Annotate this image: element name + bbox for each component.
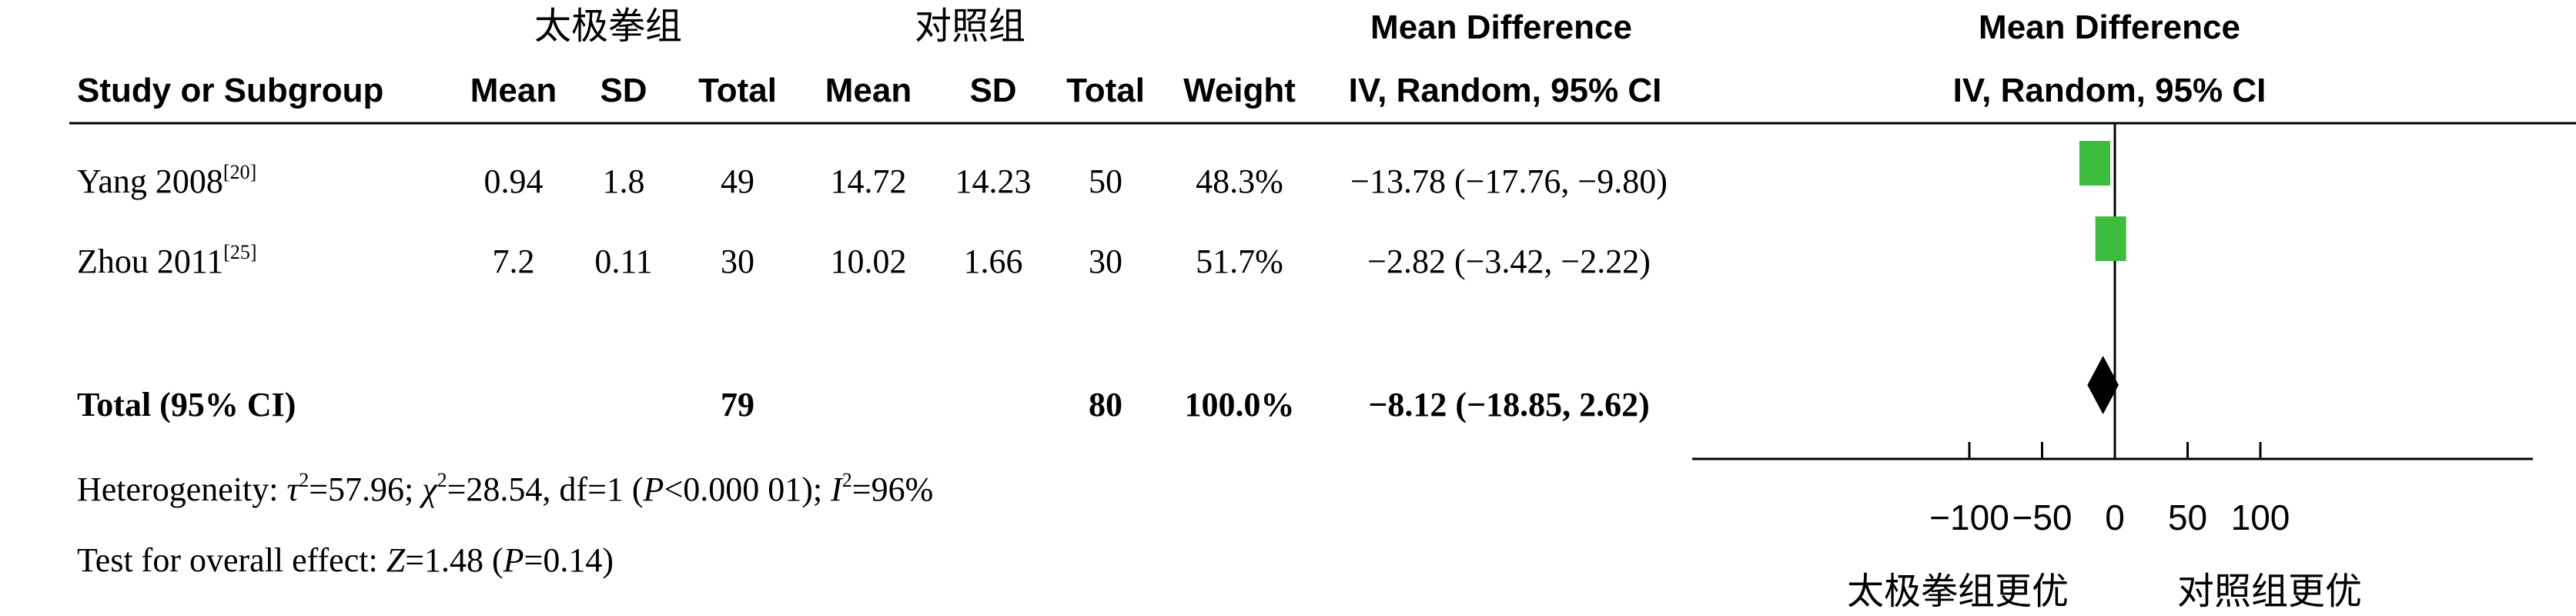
- study-total-control: 50: [1089, 162, 1122, 200]
- column-header-study: Study or Subgroup: [77, 72, 384, 109]
- study-total-control: 30: [1089, 243, 1122, 280]
- effect-header-line2: IV, Random, 95% CI: [1348, 72, 1662, 109]
- axis-right-label: 对照组更优: [2176, 570, 2363, 613]
- study-sd-treatment: 1.8: [602, 162, 645, 200]
- study-sd-control: 14.23: [955, 162, 1032, 200]
- total-treatment: 79: [721, 386, 754, 424]
- total-label: Total (95% CI): [77, 386, 296, 424]
- study-sd-treatment: 0.11: [594, 243, 653, 280]
- total-ci-text: −8.12 (−18.85, 2.62): [1368, 386, 1650, 424]
- x-tick-label: −100: [1929, 497, 2009, 537]
- x-tick-label: 100: [2231, 497, 2290, 537]
- plot-header-line1: Mean Difference: [1979, 8, 2240, 46]
- total-control: 80: [1089, 386, 1122, 424]
- column-header-mean-control: Mean: [825, 72, 912, 109]
- column-header-weight: Weight: [1183, 72, 1296, 109]
- column-header-sd-control: SD: [969, 72, 1017, 109]
- study-weight: 48.3%: [1196, 162, 1283, 200]
- study-name: Yang 2008[20]: [77, 161, 257, 200]
- overall-effect-text: Test for overall effect: Z=1.48 (P=0.14): [77, 541, 614, 579]
- study-name: Zhou 2011[25]: [77, 241, 257, 280]
- x-tick-label: −50: [2012, 497, 2072, 537]
- plot-header-line2: IV, Random, 95% CI: [1952, 72, 2267, 109]
- control-group-header: 对照组: [914, 5, 1026, 48]
- study-sd-control: 1.66: [963, 243, 1023, 280]
- x-tick-label: 0: [2105, 497, 2125, 537]
- x-tick-label: 50: [2168, 497, 2207, 537]
- column-header-total-treatment: Total: [698, 72, 777, 109]
- study-ci-text: −2.82 (−3.42, −2.22): [1367, 243, 1651, 280]
- study-weight: 51.7%: [1196, 243, 1283, 280]
- study-mean-treatment: 0.94: [483, 162, 544, 200]
- column-header-total-control: Total: [1066, 72, 1145, 109]
- study-mean-treatment: 7.2: [492, 243, 535, 280]
- study-effect-marker: [2079, 141, 2110, 186]
- study-mean-control: 14.72: [830, 162, 907, 200]
- study-total-treatment: 30: [721, 243, 754, 280]
- column-header-sd-treatment: SD: [600, 72, 647, 109]
- effect-header-line1: Mean Difference: [1370, 8, 1632, 46]
- treatment-group-header: 太极拳组: [534, 5, 683, 48]
- column-header-mean-treatment: Mean: [470, 72, 557, 109]
- study-ci-text: −13.78 (−17.76, −9.80): [1350, 162, 1668, 200]
- study-effect-marker: [2095, 216, 2126, 261]
- study-mean-control: 10.02: [830, 243, 907, 280]
- pooled-effect-diamond: [2087, 356, 2119, 414]
- heterogeneity-text: Heterogeneity: τ2=57.96; χ2=28.54, df=1 …: [77, 469, 934, 508]
- total-weight: 100.0%: [1184, 386, 1295, 424]
- study-total-treatment: 49: [721, 162, 754, 200]
- axis-left-label: 太极拳组更优: [1846, 570, 2069, 613]
